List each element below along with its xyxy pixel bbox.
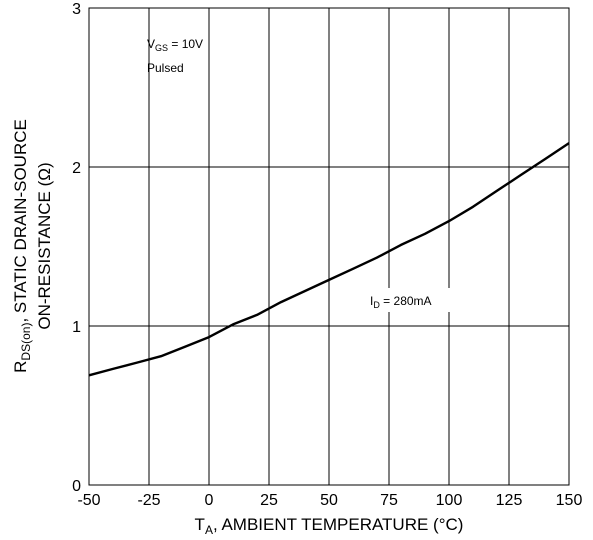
y-axis-title: RDS(on), STATIC DRAIN-SOURCE ON-RESISTAN… bbox=[11, 119, 54, 373]
x-tick-label: 50 bbox=[320, 492, 338, 509]
vgs-symbol: V bbox=[147, 37, 155, 51]
x-tick-label: 150 bbox=[556, 492, 583, 509]
y-tick-label: 2 bbox=[72, 160, 81, 177]
x-tick-labels: -50 -25 0 25 50 75 100 125 150 bbox=[77, 492, 582, 509]
x-tick-label: 75 bbox=[380, 492, 398, 509]
series-line bbox=[88, 142, 570, 377]
grid bbox=[89, 8, 569, 485]
x-axis-title-subscript: A bbox=[205, 523, 213, 537]
x-tick-label: 25 bbox=[260, 492, 278, 509]
y-axis-title-symbol: R bbox=[11, 361, 30, 373]
y-tick-label: 3 bbox=[72, 1, 81, 18]
id-annotation: ID = 280mA bbox=[370, 294, 432, 310]
y-axis-title-subscript: DS(on) bbox=[19, 323, 33, 361]
id-subscript: D bbox=[373, 300, 380, 310]
pulsed-annotation: Pulsed bbox=[147, 61, 184, 75]
series-layer bbox=[88, 142, 570, 377]
x-axis-title: TA, AMBIENT TEMPERATURE (°C) bbox=[195, 515, 464, 537]
vgs-subscript: GS bbox=[155, 43, 168, 53]
x-tick-label: 100 bbox=[436, 492, 463, 509]
y-tick-label: 1 bbox=[72, 319, 81, 336]
x-tick-label: -50 bbox=[77, 492, 100, 509]
y-axis-title-line1: RDS(on), STATIC DRAIN-SOURCE bbox=[11, 119, 33, 373]
y-tick-labels: 0 1 2 3 bbox=[72, 1, 81, 495]
x-tick-label: 125 bbox=[496, 492, 523, 509]
id-annotation-background bbox=[365, 288, 461, 312]
plot-frame bbox=[88, 7, 570, 486]
x-axis-title-symbol: T bbox=[195, 515, 205, 534]
vgs-value: = 10V bbox=[168, 37, 203, 51]
y-tick-label: 0 bbox=[72, 478, 81, 495]
x-axis-title-text: , AMBIENT TEMPERATURE (°C) bbox=[213, 515, 464, 534]
y-axis-title-line2: ON-RESISTANCE (Ω) bbox=[35, 162, 54, 329]
vgs-annotation: VGS = 10V bbox=[147, 37, 203, 53]
id-value: = 280mA bbox=[380, 294, 432, 308]
y-axis-title-line1-text: , STATIC DRAIN-SOURCE bbox=[11, 119, 30, 322]
x-tick-label: 0 bbox=[205, 492, 214, 509]
id-symbol: I bbox=[370, 294, 373, 308]
x-tick-label: -25 bbox=[137, 492, 160, 509]
